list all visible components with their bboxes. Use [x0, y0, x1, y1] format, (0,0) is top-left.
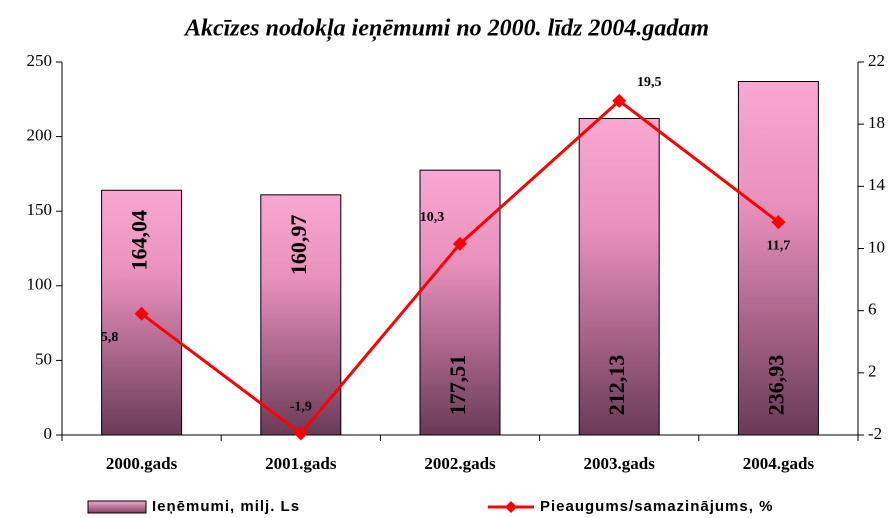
- y2-tick-label: 2: [868, 362, 877, 381]
- y2-tick-label: 10: [868, 237, 885, 256]
- bar: [737, 81, 819, 436]
- legend-swatch: [87, 500, 147, 514]
- line-value-label: 11,7: [767, 238, 791, 253]
- line-value-label: -1,9: [290, 400, 312, 415]
- y2-tick-label: 14: [868, 175, 886, 194]
- bar: [419, 169, 501, 436]
- line-marker: [771, 215, 786, 230]
- y2-tick-label: 22: [868, 51, 885, 70]
- bar-value-label: 177,51: [445, 355, 470, 416]
- x-tick-label: 2003.gads: [584, 454, 656, 473]
- line-marker: [453, 236, 467, 251]
- line-marker: [293, 426, 308, 441]
- x-tick-label: 2004.gads: [743, 454, 815, 473]
- bar-value-label: 212,13: [604, 355, 629, 416]
- y-tick-label: 150: [27, 200, 53, 219]
- y2-tick-label: -2: [868, 424, 882, 443]
- bar: [578, 118, 660, 436]
- line-value-label: 5,8: [101, 330, 119, 345]
- chart-title: Akcīzes nodokļa ieņēmumi no 2000. līdz 2…: [183, 16, 709, 43]
- legend-label: Pieaugums/samazinājums, %: [540, 498, 773, 515]
- y-tick-label: 250: [27, 51, 53, 70]
- line-marker: [612, 93, 627, 108]
- x-tick-label: 2002.gads: [424, 454, 496, 473]
- x-tick-label: 2000.gads: [106, 454, 178, 473]
- x-tick-label: 2001.gads: [265, 454, 337, 473]
- line-value-label: 10,3: [420, 210, 445, 225]
- y-tick-label: 200: [27, 126, 53, 145]
- legend-marker: [505, 501, 517, 513]
- line-marker: [134, 306, 149, 321]
- y2-tick-label: 6: [868, 300, 877, 319]
- bar-value-label: 160,97: [286, 215, 311, 276]
- y-tick-label: 0: [44, 424, 53, 443]
- legend-label: Ieņēmumi, milj. Ls: [152, 498, 300, 515]
- bar-value-label: 164,04: [127, 210, 152, 271]
- y2-tick-label: 18: [868, 113, 885, 132]
- bar-value-label: 236,93: [763, 355, 788, 416]
- line-value-label: 19,5: [637, 75, 662, 90]
- y-tick-label: 100: [27, 275, 53, 294]
- y-tick-label: 50: [35, 349, 52, 368]
